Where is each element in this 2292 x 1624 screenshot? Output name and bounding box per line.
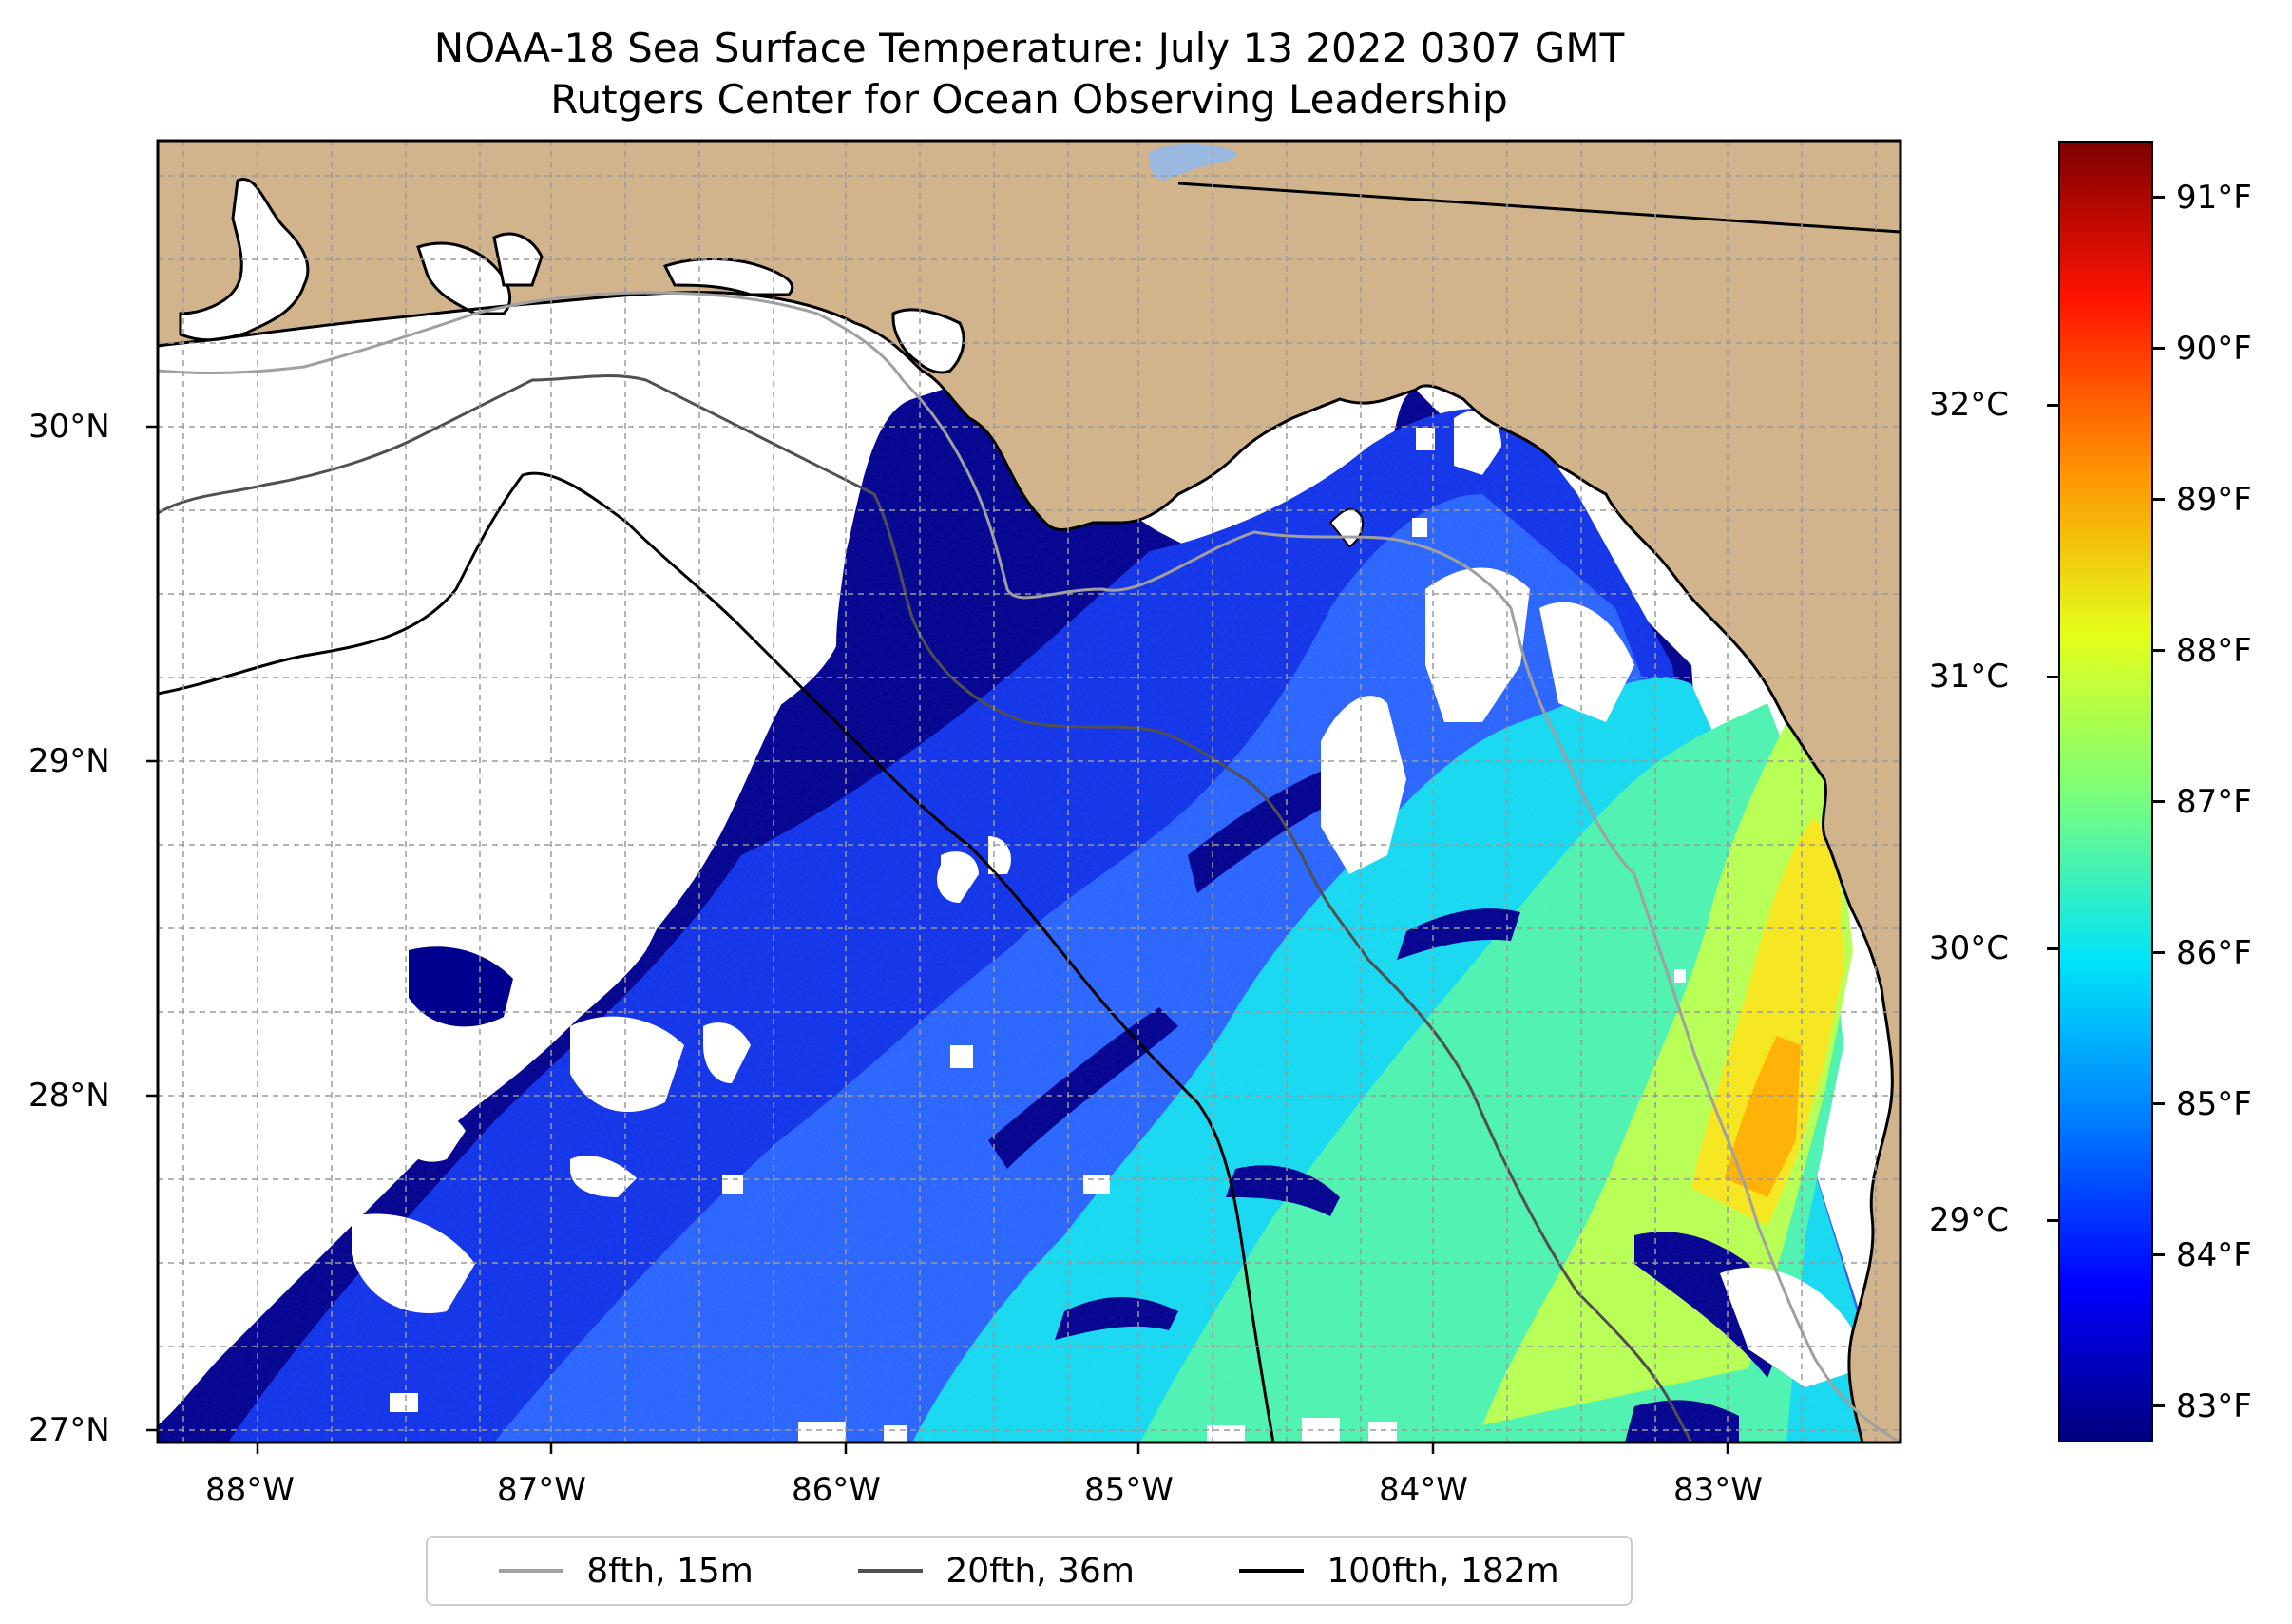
no-data-mask xyxy=(158,141,1900,1442)
gridlines xyxy=(158,141,1900,1442)
colorbar-tick xyxy=(2153,951,2165,954)
colorbar-tick xyxy=(2153,1253,2165,1256)
colorbar-f-label: 83°F xyxy=(2176,1387,2252,1425)
legend-item-36m: 20fth, 36m xyxy=(858,1552,1135,1591)
legend-label: 100fth, 182m xyxy=(1327,1551,1559,1591)
legend-label: 8fth, 15m xyxy=(586,1551,754,1591)
map-title: NOAA-18 Sea Surface Temperature: July 13… xyxy=(433,25,1625,71)
x-tick-label: 84°W xyxy=(1379,1471,1468,1509)
y-tick-label: 27°N xyxy=(29,1411,110,1449)
isobath-36m xyxy=(158,374,1693,1442)
colorbar-f-label: 87°F xyxy=(2176,783,2252,821)
x-tick-label: 88°W xyxy=(205,1471,295,1509)
legend-swatch xyxy=(858,1569,924,1573)
colorbar-tick xyxy=(2153,1404,2165,1407)
legend-swatch xyxy=(1239,1569,1305,1573)
legend-label: 20fth, 36m xyxy=(945,1551,1135,1591)
colorbar-f-label: 88°F xyxy=(2176,632,2252,670)
colorbar-tick xyxy=(2153,498,2165,501)
x-tick-label: 85°W xyxy=(1084,1471,1174,1509)
colorbar-c-label: 30°C xyxy=(1929,929,2010,967)
colorbar-f-label: 84°F xyxy=(2176,1236,2252,1274)
map-subtitle: Rutgers Center for Ocean Observing Leade… xyxy=(550,76,1508,123)
y-tick-label: 30°N xyxy=(29,408,110,446)
colorbar-tick xyxy=(2153,1102,2165,1105)
colorbar-tick xyxy=(2153,347,2165,350)
coastline xyxy=(158,291,1894,1442)
x-tick-label: 83°W xyxy=(1673,1471,1763,1509)
legend-item-15m: 8fth, 15m xyxy=(499,1552,754,1591)
colorbar xyxy=(2058,141,2153,1442)
legend-swatch xyxy=(499,1569,564,1573)
x-tick-label: 86°W xyxy=(792,1471,881,1509)
colorbar-f-label: 91°F xyxy=(2176,179,2252,217)
x-tick-label: 87°W xyxy=(497,1471,586,1509)
legend-item-182m: 100fth, 182m xyxy=(1239,1551,1559,1591)
colorbar-f-label: 86°F xyxy=(2176,934,2252,972)
isobath-legend: 8fth, 15m 20fth, 36m 100fth, 182m xyxy=(426,1536,1633,1606)
colorbar-tick xyxy=(2153,649,2165,652)
colorbar-tick xyxy=(2047,676,2058,678)
isobath-15m xyxy=(158,291,1900,1442)
colorbar-c-label: 32°C xyxy=(1929,386,2010,424)
colorbar-tick xyxy=(2153,800,2165,803)
axis-ticks xyxy=(146,425,1729,1454)
colorbar-tick xyxy=(2153,196,2165,199)
colorbar-c-label: 31°C xyxy=(1929,658,2010,696)
y-tick-label: 29°N xyxy=(29,742,110,780)
map-plot-area xyxy=(158,141,1900,1442)
colorbar-f-label: 90°F xyxy=(2176,330,2252,368)
colorbar-f-label: 85°F xyxy=(2176,1085,2252,1123)
map-frame xyxy=(156,139,1902,1444)
colorbar-tick xyxy=(2047,947,2058,950)
y-tick-label: 28°N xyxy=(29,1077,110,1115)
colorbar-tick xyxy=(2047,404,2058,407)
colorbar-c-label: 29°C xyxy=(1929,1201,2010,1239)
colorbar-tick xyxy=(2047,1219,2058,1222)
colorbar-f-label: 89°F xyxy=(2176,481,2252,519)
